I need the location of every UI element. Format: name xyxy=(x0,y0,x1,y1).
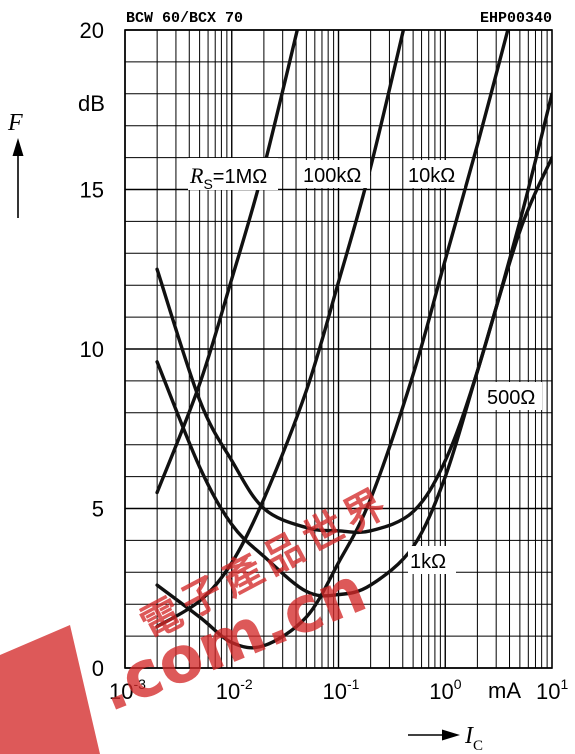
watermark-red-block xyxy=(0,625,100,754)
x-tick-label-2: 10-1 xyxy=(323,676,360,704)
label-1k: 1kΩ xyxy=(410,551,446,573)
x-axis-arrow xyxy=(408,729,460,741)
label-rs-symbol: R xyxy=(189,163,204,188)
label-bg-1k xyxy=(408,546,456,574)
y-unit-label: dB xyxy=(78,91,105,116)
label-bg-500 xyxy=(484,382,542,410)
label-bg-100k xyxy=(300,160,370,188)
x-tick-base-2: 10 xyxy=(323,679,347,704)
label-bg-1m xyxy=(188,158,278,190)
label-rs-1m: RS=1MΩ xyxy=(189,163,267,192)
x-tick-label-4: 101 xyxy=(536,676,568,704)
curve-labels: RS=1MΩ 100kΩ 10kΩ 500Ω 1kΩ xyxy=(188,158,542,574)
label-rs-subscript: S xyxy=(203,176,212,192)
x-axis-label: IC xyxy=(464,723,483,754)
y-axis-arrow xyxy=(12,138,24,218)
series-line-4 xyxy=(155,92,552,535)
y-tick-label-1: 5 xyxy=(92,497,104,522)
series-line-1 xyxy=(155,30,406,629)
x-tick-exp-2: -1 xyxy=(347,676,360,692)
label-rs-value: =1MΩ xyxy=(213,166,267,188)
label-100k: 100kΩ xyxy=(303,165,361,187)
y-tick-label-2: 10 xyxy=(80,337,104,362)
y-tick-label-4: 20 xyxy=(80,18,104,43)
label-bg-10k xyxy=(406,160,464,188)
x-tick-exp-1: -2 xyxy=(240,676,253,692)
label-500: 500Ω xyxy=(487,387,535,409)
x-unit-label: mA xyxy=(488,678,521,703)
header-right: EHP00340 xyxy=(480,10,552,27)
x-tick-base-3: 10 xyxy=(429,679,453,704)
plot-frame xyxy=(124,29,553,669)
x-axis-subscript: C xyxy=(473,738,483,754)
series-line-0 xyxy=(155,30,300,495)
x-tick-base-4: 10 xyxy=(536,679,560,704)
y-tick-label-0: 0 xyxy=(92,656,104,681)
x-tick-label-0: 10-3 xyxy=(109,676,146,704)
y-axis-label: F xyxy=(7,110,23,136)
x-tick-base-1: 10 xyxy=(216,679,240,704)
x-tick-label-1: 10-2 xyxy=(216,676,253,704)
series-line-2 xyxy=(155,30,510,650)
x-tick-label-3: 100 xyxy=(429,676,461,704)
x-tick-base-0: 10 xyxy=(109,679,133,704)
x-tick-labels: 10-3 10-2 10-1 100 101 xyxy=(109,676,568,704)
x-tick-exp-4: 1 xyxy=(560,676,568,692)
x-axis-symbol: I xyxy=(464,723,474,749)
x-tick-exp-0: -3 xyxy=(133,676,146,692)
label-10k: 10kΩ xyxy=(408,165,455,187)
y-tick-label-3: 15 xyxy=(80,178,104,203)
header-left: BCW 60/BCX 70 xyxy=(126,10,243,27)
chart-series xyxy=(155,30,552,650)
y-tick-labels: 0 5 10 15 20 xyxy=(80,18,104,681)
x-tick-exp-3: 0 xyxy=(454,676,462,692)
